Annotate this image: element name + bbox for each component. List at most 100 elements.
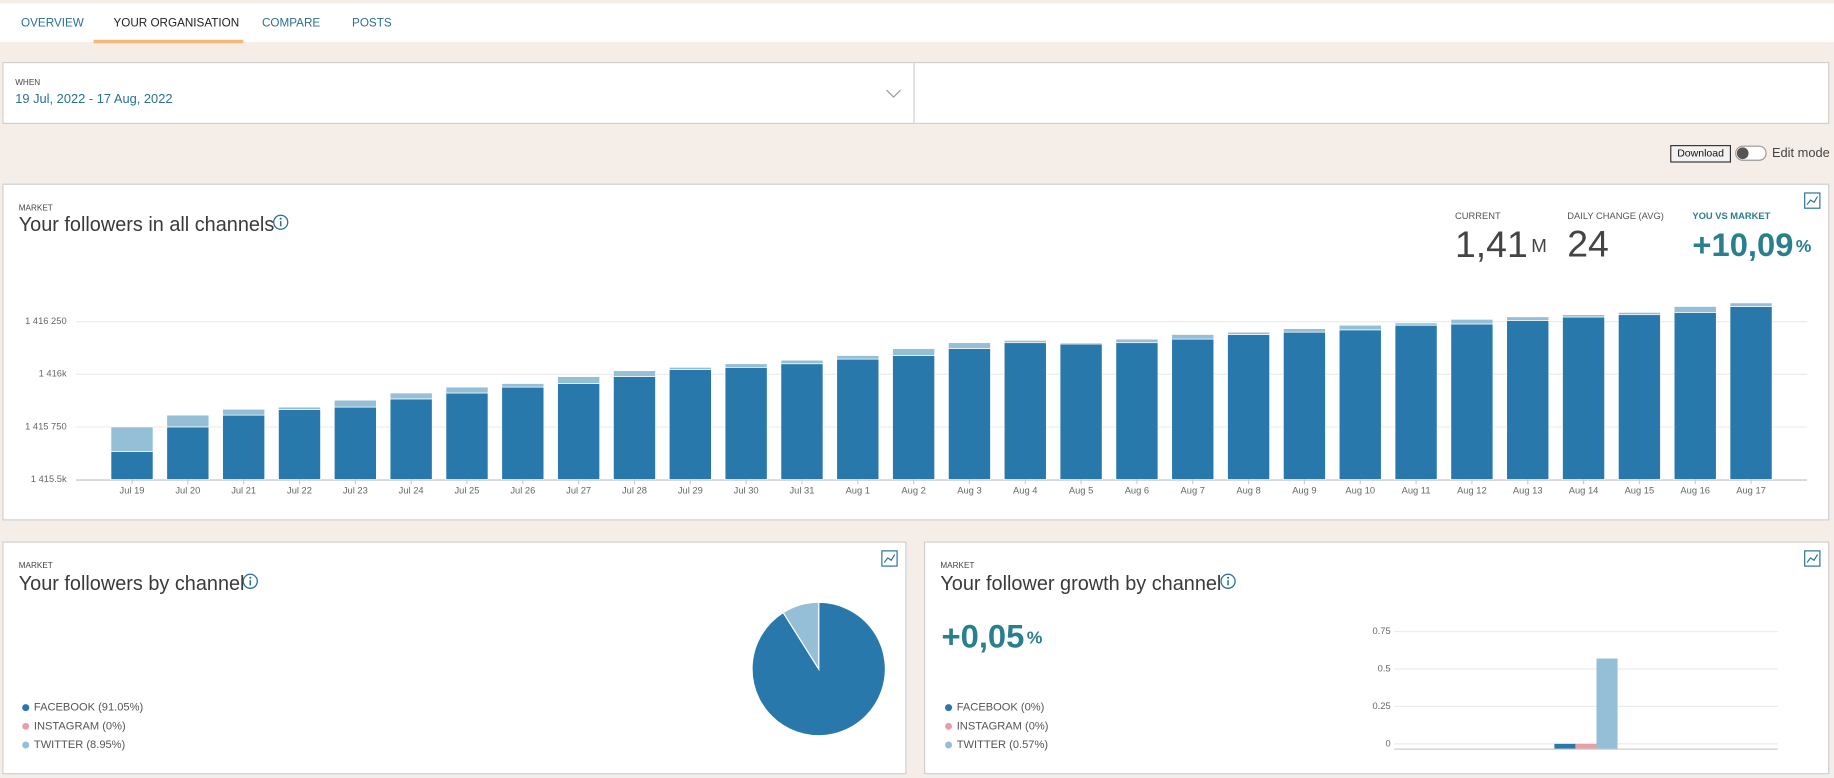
bar-segment <box>1617 314 1661 480</box>
legend-label: FACEBOOK (0%) <box>957 702 1045 714</box>
legend-swatch <box>945 722 953 730</box>
legend-label: TWITTER (8.95%) <box>34 739 126 751</box>
bar-segment <box>1171 338 1215 480</box>
bar <box>1575 743 1597 749</box>
chart-icon-line <box>883 554 896 563</box>
bar-segment <box>278 409 321 480</box>
bar-segment <box>222 408 266 416</box>
kicker: MARKET <box>19 203 53 212</box>
bar-segment <box>1115 338 1159 344</box>
chart-icon[interactable] <box>1804 550 1821 567</box>
bar-segment <box>724 363 768 368</box>
stat-label: CURRENT <box>1455 211 1501 221</box>
tab-active[interactable]: YOUR ORGANISATION <box>113 16 239 29</box>
bar-segment <box>166 426 210 480</box>
x-tick-label: Aug 5 <box>1069 486 1093 496</box>
bar-segment <box>1338 329 1382 480</box>
bar-segment <box>1673 312 1717 480</box>
x-tick-label: Jul 30 <box>734 486 759 496</box>
stat-label: DAILY CHANGE (AVG) <box>1567 211 1664 221</box>
bar-segment <box>557 383 601 480</box>
x-tick-label: Aug 7 <box>1181 486 1205 496</box>
tab[interactable]: POSTS <box>352 16 392 29</box>
chart-icon[interactable] <box>881 550 898 567</box>
bar-segment <box>278 406 321 410</box>
bar-segment <box>1394 322 1438 326</box>
legend-swatch <box>22 741 30 749</box>
bar-segment <box>110 426 154 452</box>
legend-label: INSTAGRAM (0%) <box>957 720 1049 732</box>
panel-title: Your followers in all channels <box>19 214 275 236</box>
bar-segment <box>836 355 880 360</box>
bar-segment <box>1450 323 1494 480</box>
y-tick-label: 0.5 <box>1378 663 1391 673</box>
x-tick-label: Aug 14 <box>1569 486 1599 496</box>
x-tick-label: Aug 17 <box>1736 486 1766 496</box>
bar-segment <box>613 370 656 377</box>
bar-segment <box>1394 324 1438 480</box>
x-tick-label: Aug 2 <box>901 486 925 496</box>
bar-segment <box>1283 331 1326 480</box>
info-icon <box>242 573 258 589</box>
y-tick-label: 0 <box>1385 738 1390 748</box>
bar-segment <box>836 358 880 480</box>
bar-segment <box>668 366 712 370</box>
toggle-knob <box>1736 147 1749 160</box>
tab[interactable]: OVERVIEW <box>21 16 84 29</box>
stat-unit: % <box>1796 235 1812 255</box>
y-tick-label: 1 416k <box>39 369 67 379</box>
bar-segment <box>724 366 768 480</box>
y-tick-label: 1 415.5k <box>31 474 67 484</box>
bar-segment <box>333 399 377 408</box>
x-tick-label: Aug 9 <box>1292 486 1316 496</box>
panel <box>923 541 1830 775</box>
x-tick-label: Aug 8 <box>1236 486 1260 496</box>
x-tick-label: Aug 16 <box>1680 486 1710 496</box>
y-tick-label: 1 416 250 <box>25 316 67 326</box>
info-icon-dot <box>1227 576 1230 579</box>
x-tick-label: Jul 19 <box>120 486 145 496</box>
x-tick-label: Aug 10 <box>1345 486 1375 496</box>
info-icon <box>273 214 289 230</box>
stat-value: +10,09% <box>1692 225 1811 262</box>
bar-segment <box>222 414 266 480</box>
chart-icon[interactable] <box>1804 192 1821 209</box>
x-tick-label: Jul 24 <box>399 486 424 496</box>
bar-segment <box>166 414 210 428</box>
tab[interactable]: COMPARE <box>262 16 320 29</box>
x-tick-label: Jul 22 <box>287 486 312 496</box>
bar-segment <box>110 451 154 480</box>
bar-segment <box>501 386 545 480</box>
bar-segment <box>1283 328 1326 333</box>
info-icon <box>1220 573 1236 589</box>
date-picker[interactable]: WHEN 19 Jul, 2022 - 17 Aug, 2022 <box>15 78 902 106</box>
x-tick-label: Jul 25 <box>455 486 480 496</box>
x-tick-label: Jul 31 <box>789 486 814 496</box>
bar-segment <box>445 386 489 394</box>
bar-segment <box>1729 302 1773 307</box>
headline-unit: % <box>1027 627 1043 647</box>
info-icon-dot <box>279 217 282 220</box>
bar-segment <box>445 392 489 480</box>
bar-segment <box>892 355 936 480</box>
x-tick-label: Aug 1 <box>846 486 870 496</box>
bar-segment <box>1673 306 1717 313</box>
bar <box>1596 658 1618 749</box>
bar-segment <box>948 348 991 480</box>
bar-segment <box>780 359 824 365</box>
pie-slice <box>782 601 820 672</box>
download-button[interactable] <box>1670 145 1732 163</box>
bar-segment <box>1171 334 1215 340</box>
x-tick-label: Aug 11 <box>1402 486 1431 496</box>
bar-segment <box>1227 334 1270 480</box>
stat-value: 1,41 M <box>1455 223 1547 265</box>
bar-segment <box>668 369 712 480</box>
headline: +0,05% <box>942 617 1043 654</box>
tab-underline <box>93 39 244 44</box>
stat-label: YOU VS MARKET <box>1692 211 1770 221</box>
bar-segment <box>333 406 377 480</box>
bar-segment <box>1562 314 1605 318</box>
legend-swatch <box>945 704 953 712</box>
stat-number: +10,09 <box>1692 225 1793 262</box>
